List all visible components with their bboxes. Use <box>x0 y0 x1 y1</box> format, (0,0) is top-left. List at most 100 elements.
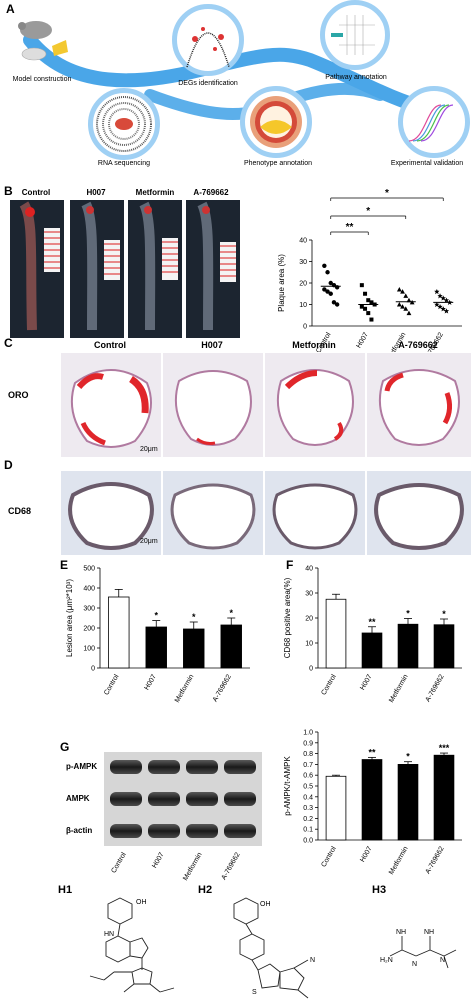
svg-text:S: S <box>252 989 257 996</box>
data-point <box>434 289 440 295</box>
y-tick-label: 0.9 <box>303 740 313 747</box>
c-group-h007: H007 <box>201 340 223 350</box>
band-pampk-3 <box>186 760 218 774</box>
y-tick-label: 100 <box>83 646 95 653</box>
y-axis-label: Lesion area (μm²*10³) <box>65 579 74 657</box>
aorta-photo-a769662 <box>186 200 240 338</box>
bar <box>361 759 383 841</box>
data-point <box>437 304 443 310</box>
bar <box>183 628 205 669</box>
significance-marker: ** <box>346 222 354 233</box>
blot-lane-label: H007 <box>151 851 165 869</box>
c-group-control: Control <box>94 340 126 350</box>
data-point <box>328 280 333 286</box>
sequencing-rings-icon <box>96 96 152 152</box>
y-tick-label: 400 <box>83 586 95 593</box>
data-point <box>406 310 412 316</box>
bar <box>397 623 419 669</box>
pathway-network-icon <box>331 15 375 55</box>
data-point <box>440 306 446 312</box>
band-ampk-1 <box>110 792 142 806</box>
data-point <box>434 301 440 308</box>
y-tick-label: 0.4 <box>303 794 313 801</box>
y-tick-label: 0.3 <box>303 805 313 812</box>
y-tick-label: 1.0 <box>303 730 313 737</box>
blot-lane-label: Control <box>110 851 128 874</box>
band-bactin-3 <box>186 824 218 838</box>
y-tick-label: 20 <box>299 281 307 288</box>
band-pampk-1 <box>110 760 142 774</box>
significance-marker: ** <box>368 747 376 757</box>
data-point <box>328 291 333 296</box>
d-row-label-cd68: CD68 <box>8 506 32 516</box>
x-tick-label: Metformin <box>388 845 410 876</box>
aorta-photo-h007 <box>70 200 124 338</box>
mouse-icon <box>18 21 68 61</box>
h2-label: H2 <box>198 884 213 896</box>
svg-text:OH: OH <box>260 901 271 908</box>
step-phenotype <box>240 86 312 158</box>
band-bactin-4 <box>224 824 256 838</box>
step-label-model: Model construction <box>12 76 72 83</box>
artery-plaque-icon <box>250 96 302 148</box>
step-label-phenotype: Phenotype annotation <box>243 160 313 167</box>
cd68-section-control <box>60 470 162 556</box>
svg-text:NH: NH <box>424 929 434 936</box>
bar <box>108 596 130 669</box>
x-tick-label: H007 <box>144 673 158 691</box>
panel-e-letter: E <box>60 558 69 572</box>
data-point <box>443 297 450 303</box>
step-degs <box>172 4 244 76</box>
panel-d-letter: D <box>4 458 13 472</box>
data-point <box>366 311 371 316</box>
data-point <box>403 306 409 311</box>
b-group-a769662: A-769662 <box>193 188 229 197</box>
y-tick-label: 10 <box>299 302 307 309</box>
cd68-section-a769662 <box>366 470 472 556</box>
y-tick-label: 300 <box>83 606 95 613</box>
bar <box>433 624 455 669</box>
h2-structure-drawing: OH N S <box>233 897 315 999</box>
svg-text:HN: HN <box>104 931 114 938</box>
panel-c-letter: C <box>4 336 13 350</box>
h1-label: H1 <box>58 884 73 896</box>
svg-text:N: N <box>440 957 445 964</box>
step-validation <box>398 86 470 158</box>
panel-g-letter: G <box>60 740 70 754</box>
y-tick-label: 0 <box>91 666 95 673</box>
blot-lane-label: A-769662 <box>220 851 241 881</box>
y-tick-label: 30 <box>305 591 313 598</box>
data-point <box>437 293 443 299</box>
oro-section-metformin <box>264 352 366 458</box>
band-ampk-3 <box>186 792 218 806</box>
data-point <box>396 302 402 307</box>
x-tick-label: A-769662 <box>212 673 233 703</box>
data-point <box>322 287 327 292</box>
panel-a-letter: A <box>6 2 15 16</box>
y-tick-label: 40 <box>299 238 307 245</box>
y-axis-label: p-AMPK/t-AMPK <box>283 756 292 816</box>
pampk-ratio-bar-chart: 0.0 0.1 0.2 0.3 0.4 0.5 0.6 0.7 0.8 0.9 1.0 p-AMPK/… <box>283 730 462 876</box>
y-tick-label: 0 <box>309 666 313 673</box>
b-group-metformin: Metformin <box>135 188 175 197</box>
step-label-rna: RNA sequencing <box>97 160 151 167</box>
y-tick-label: 0.0 <box>303 838 313 845</box>
svg-text:N: N <box>310 957 315 964</box>
data-point <box>359 283 364 288</box>
b-group-h007: H007 <box>86 188 106 197</box>
y-tick-label: 20 <box>305 616 313 623</box>
cd68-section-h007 <box>162 470 264 556</box>
x-tick-label: Control <box>320 845 338 868</box>
x-tick-label: H007 <box>359 845 373 863</box>
data-point <box>363 291 368 296</box>
significance-marker: * <box>192 612 196 622</box>
y-tick-label: 0.2 <box>303 816 313 823</box>
pcr-curves-icon <box>408 104 454 142</box>
panel-b-letter: B <box>4 184 13 198</box>
significance-marker: * <box>229 608 233 618</box>
data-point <box>331 300 337 305</box>
x-tick-label: H007 <box>359 673 373 691</box>
data-point <box>369 300 374 305</box>
volcano-plot-icon <box>186 27 230 68</box>
